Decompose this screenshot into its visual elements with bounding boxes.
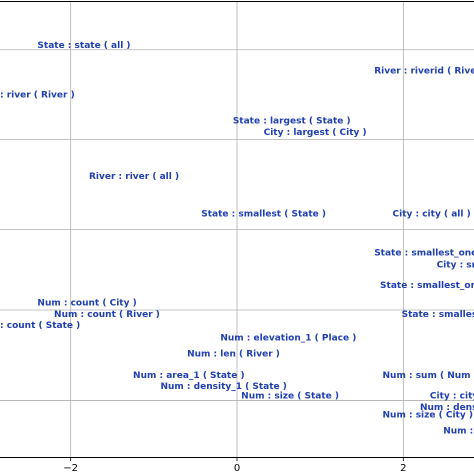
point-label: Num : elevation_1 ( Place ) — [220, 333, 356, 343]
grid-lines — [0, 2, 474, 457]
point-label: City : smallest ( City ) — [437, 261, 474, 271]
x-tick-label: −2 — [63, 463, 78, 474]
point-label: City : largest ( City ) — [264, 128, 367, 138]
point-label: Num : size ( State ) — [241, 392, 339, 402]
point-label: Num : area_1 ( State ) — [133, 371, 245, 381]
point-label: Num : density_1 ( State ) — [160, 382, 286, 392]
point-label: : river ( River ) — [0, 90, 75, 100]
point-label: Num : size ( City ) — [383, 411, 473, 421]
point-label: Num : count ( River ) — [54, 310, 160, 320]
point-label: : count ( State ) — [0, 321, 80, 331]
point-label: State : smallest ( City ) — [402, 310, 474, 320]
point-label: Num : len ( River ) — [187, 349, 280, 359]
x-axis-ticks: −2 0 2 — [63, 457, 407, 474]
point-labels: State : state ( all ) River : riverid ( R… — [0, 41, 474, 436]
point-label: River : river ( all ) — [89, 172, 179, 182]
point-label: Num : area ( City ) — [443, 427, 474, 437]
point-label: State : largest ( State ) — [233, 116, 351, 126]
x-tick-label: 0 — [234, 463, 240, 474]
point-label: Num : density ( City ) — [420, 403, 474, 413]
point-label: State : smallest_one ( State ) — [374, 248, 474, 258]
point-label: City : city ( all ) — [393, 210, 471, 220]
point-label: State : smallest_one ( City ) — [380, 281, 474, 291]
point-label: Num : sum ( Num ) — [383, 371, 474, 381]
x-tick-label: 2 — [400, 463, 406, 474]
point-label: State : smallest ( State ) — [201, 210, 326, 220]
point-label: City : city ( City ) — [430, 392, 474, 402]
point-label: River : riverid ( Riverid ) — [374, 66, 474, 76]
point-label: State : state ( all ) — [37, 41, 130, 51]
point-label: Num : count ( City ) — [37, 298, 136, 308]
